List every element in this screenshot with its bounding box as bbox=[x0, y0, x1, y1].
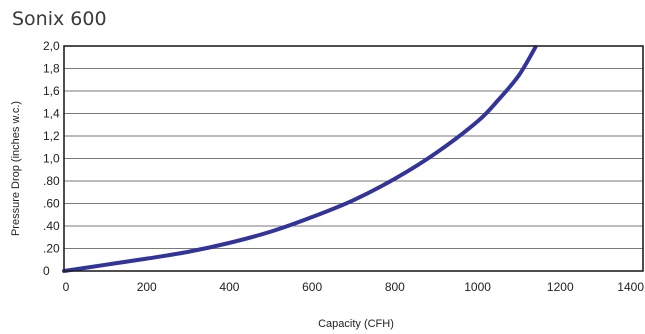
x-tick-label: 1400 bbox=[617, 280, 644, 294]
x-tick-labels: 0 200 400 600 800 1000 1200 1400 bbox=[63, 280, 645, 294]
x-tick-label: 1200 bbox=[547, 280, 574, 294]
y-tick-label: 0 bbox=[43, 264, 50, 278]
y-tick-label: 1,0 bbox=[43, 152, 60, 166]
x-tick-label: 400 bbox=[219, 280, 239, 294]
y-tick-label: .40 bbox=[43, 219, 60, 233]
y-tick-label: 1,2 bbox=[43, 129, 60, 143]
plot-frame bbox=[63, 45, 644, 272]
y-axis-label: Pressure Drop (inches w.c.) bbox=[10, 101, 22, 236]
grid-lines bbox=[64, 68, 643, 249]
y-tick-label: 1,4 bbox=[43, 107, 60, 121]
y-tick-label: 1,8 bbox=[43, 62, 60, 76]
y-tick-label: 2,0 bbox=[43, 39, 60, 53]
x-tick-label: 0 bbox=[63, 280, 70, 294]
y-tick-label: .60 bbox=[43, 197, 60, 211]
series-layer bbox=[62, 45, 538, 273]
y-tick-label: 1,6 bbox=[43, 84, 60, 98]
series-line-0 bbox=[62, 45, 538, 273]
x-tick-label: 1000 bbox=[464, 280, 491, 294]
x-tick-label: 200 bbox=[137, 280, 157, 294]
y-tick-label: .80 bbox=[43, 174, 60, 188]
chart-title: Sonix 600 bbox=[12, 8, 107, 30]
x-axis-label: Capacity (CFH) bbox=[318, 318, 394, 330]
x-tick-label: 800 bbox=[385, 280, 405, 294]
y-tick-label: .20 bbox=[43, 242, 60, 256]
y-tick-labels: 0 .20 .40 .60 .80 1,0 1,2 1,4 1,6 1,8 2,0 bbox=[43, 39, 60, 278]
x-tick-label: 600 bbox=[302, 280, 322, 294]
